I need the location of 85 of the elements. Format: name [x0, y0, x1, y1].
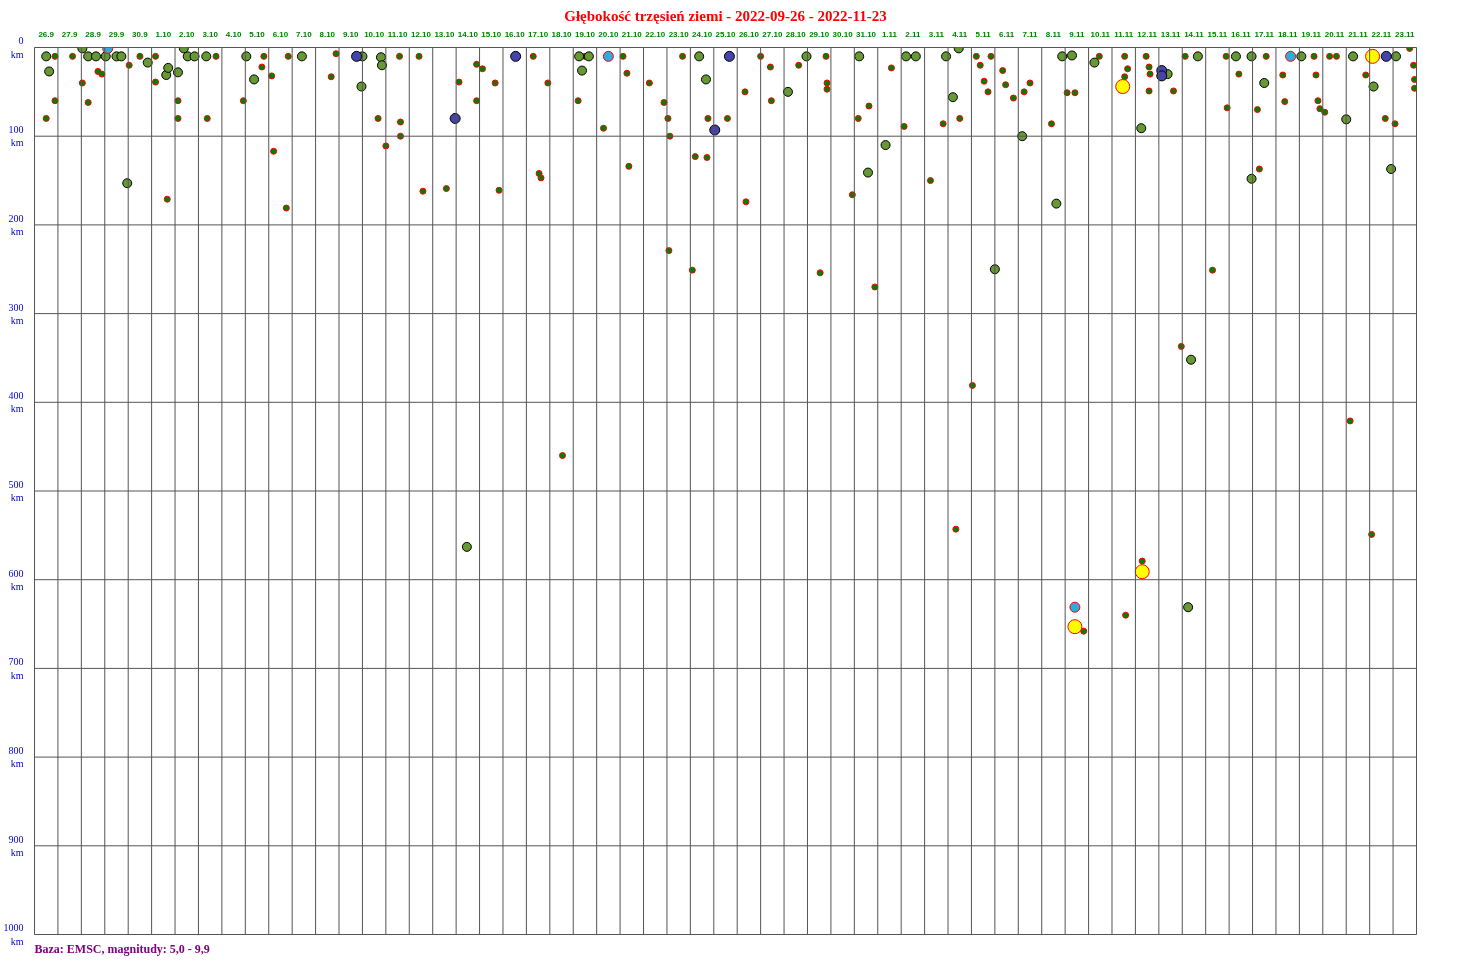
x-tick-label: 1.10 [155, 29, 172, 39]
x-tick-label: 5.10 [249, 29, 266, 39]
x-tick-label: 10.11 [1090, 29, 1111, 39]
x-tick-label: 19.11 [1301, 29, 1322, 39]
y-tick-label: 900 km [8, 833, 24, 858]
x-tick-label: 23.11 [1395, 29, 1416, 39]
point [1115, 79, 1131, 95]
y-tick-label: 100 km [8, 124, 24, 149]
point [1156, 70, 1168, 82]
x-tick-label: 11.10 [387, 29, 408, 39]
x-tick-label: 5.11 [975, 29, 992, 39]
x-tick-label: 17.11 [1254, 29, 1275, 39]
x-tick-label: 27.9 [61, 29, 78, 39]
x-tick-label: 2.10 [178, 29, 196, 39]
y-tick-label: 1000 km [3, 922, 24, 947]
x-tick-label: 31.10 [856, 29, 877, 39]
x-tick-label: 16.10 [504, 29, 526, 39]
x-tick-label: 6.11 [999, 29, 1015, 39]
y-tick-label: 400 km [8, 390, 24, 415]
x-tick-label: 22.11 [1371, 29, 1392, 39]
x-tick-label: 21.11 [1348, 29, 1369, 39]
x-tick-label: 20.10 [598, 29, 619, 39]
point [1069, 601, 1081, 613]
x-tick-label: 3.10 [202, 29, 219, 39]
x-tick-label: 11.11 [1114, 29, 1134, 39]
point [510, 50, 522, 62]
x-tick-label: 9.10 [342, 29, 360, 39]
y-tick-label: 200 km [8, 212, 24, 237]
x-tick-label: 29.10 [809, 29, 830, 39]
x-tick-label: 8.10 [319, 29, 336, 39]
x-tick-label: 14.11 [1184, 29, 1205, 39]
point [709, 124, 721, 136]
x-tick-label: 4.11 [952, 29, 968, 39]
x-tick-label: 3.11 [928, 29, 945, 39]
x-tick-label: 22.10 [645, 29, 666, 39]
x-tick-label: 20.11 [1324, 29, 1345, 39]
x-tick-label: 26.10 [738, 29, 760, 39]
y-tick-label: 0 km [10, 35, 24, 60]
x-tick-label: 10.10 [364, 29, 385, 39]
y-tick-label: 700 km [8, 656, 24, 681]
x-tick-label: 8.11 [1045, 29, 1062, 39]
x-tick-label: 12.10 [410, 29, 432, 39]
x-tick-label: 26.9 [38, 29, 55, 39]
x-tick-label: 24.10 [692, 29, 713, 39]
x-tick-label: 30.9 [132, 29, 149, 39]
x-tick-label: 14.10 [457, 29, 479, 39]
x-tick-label: 28.10 [785, 29, 807, 39]
x-tick-label: 13.11 [1160, 29, 1181, 39]
point [602, 50, 614, 62]
x-tick-label: 28.9 [85, 29, 102, 39]
x-tick-label: 2.11 [905, 29, 922, 39]
y-tick-label: 800 km [8, 745, 24, 770]
x-tick-label: 7.10 [296, 29, 313, 39]
point [1067, 619, 1083, 635]
x-tick-label: 1.11 [881, 29, 898, 39]
x-tick-label: 18.10 [551, 29, 573, 39]
x-tick-label: 16.11 [1231, 29, 1252, 39]
point [1380, 50, 1392, 62]
x-tick-label: 23.10 [668, 29, 690, 39]
x-tick-label: 6.10 [272, 29, 289, 39]
chart-title: Głębokość trzęsień ziemi - 2022-09-26 - 2022-11-23 [564, 7, 887, 24]
x-tick-label: 25.10 [715, 29, 737, 39]
point [1134, 564, 1150, 580]
x-tick-label: 7.11 [1022, 29, 1039, 39]
y-tick-label: 500 km [8, 478, 24, 504]
x-tick-label: 12.11 [1137, 29, 1158, 39]
x-tick-label: 15.11 [1207, 29, 1228, 39]
x-tick-label: 21.10 [621, 29, 643, 39]
x-tick-label: 27.10 [762, 29, 783, 39]
x-tick-label: 19.10 [574, 29, 596, 39]
x-tick-label: 13.10 [434, 29, 455, 39]
text: Baza: EMSC, magnitudy: 5,0 - 9,9 [34, 941, 210, 956]
point [1365, 48, 1381, 64]
x-tick-label: 29.9 [108, 29, 125, 39]
y-tick-label: 600 km [8, 567, 24, 592]
x-tick-label: 17.10 [528, 29, 549, 39]
x-tick-label: 9.11 [1069, 29, 1085, 39]
x-tick-label: 30.10 [832, 29, 854, 39]
y-tick-label: 300 km [8, 301, 24, 326]
point [351, 50, 363, 62]
x-tick-label: 4.10 [225, 29, 242, 39]
x-tick-label: 18.11 [1277, 29, 1299, 39]
point [723, 50, 735, 62]
point [1285, 50, 1297, 62]
x-tick-label: 15.10 [481, 29, 502, 39]
